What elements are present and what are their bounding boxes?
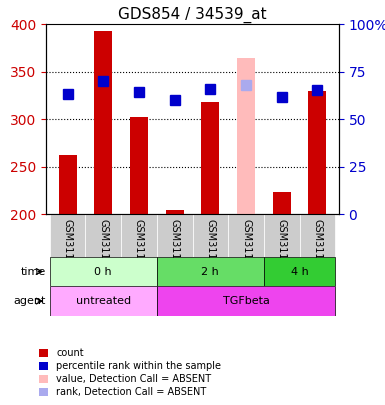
- FancyBboxPatch shape: [300, 215, 335, 257]
- Text: time: time: [20, 266, 45, 277]
- FancyBboxPatch shape: [50, 257, 157, 286]
- FancyBboxPatch shape: [85, 215, 121, 257]
- Text: GSM31127: GSM31127: [312, 219, 322, 272]
- Bar: [59, 155, 77, 215]
- FancyBboxPatch shape: [50, 215, 85, 257]
- Text: 0 h: 0 h: [94, 266, 112, 277]
- Bar: [237, 58, 255, 215]
- Text: GSM31123: GSM31123: [205, 219, 215, 272]
- Bar: [308, 91, 326, 215]
- Text: TGFbeta: TGFbeta: [223, 296, 270, 306]
- Text: GSM31120: GSM31120: [134, 219, 144, 272]
- Text: GSM31126: GSM31126: [277, 219, 287, 272]
- Text: untreated: untreated: [76, 296, 131, 306]
- Text: agent: agent: [13, 296, 45, 306]
- Title: GDS854 / 34539_at: GDS854 / 34539_at: [118, 7, 267, 23]
- Text: GSM31122: GSM31122: [170, 219, 180, 272]
- FancyBboxPatch shape: [264, 257, 335, 286]
- Bar: [166, 210, 184, 215]
- FancyBboxPatch shape: [157, 286, 335, 316]
- Text: 4 h: 4 h: [291, 266, 308, 277]
- Text: GSM31119: GSM31119: [98, 219, 108, 271]
- FancyBboxPatch shape: [157, 257, 264, 286]
- FancyBboxPatch shape: [157, 215, 192, 257]
- FancyBboxPatch shape: [192, 215, 228, 257]
- FancyBboxPatch shape: [121, 215, 157, 257]
- FancyBboxPatch shape: [228, 215, 264, 257]
- Bar: [130, 117, 148, 215]
- Text: GSM31117: GSM31117: [63, 219, 73, 272]
- Legend: count, percentile rank within the sample, value, Detection Call = ABSENT, rank, : count, percentile rank within the sample…: [36, 345, 224, 400]
- Bar: [94, 31, 112, 215]
- FancyBboxPatch shape: [50, 286, 157, 316]
- Bar: [201, 102, 219, 215]
- FancyBboxPatch shape: [264, 215, 300, 257]
- Text: GSM31124: GSM31124: [241, 219, 251, 272]
- Text: 2 h: 2 h: [201, 266, 219, 277]
- Bar: [273, 192, 291, 215]
